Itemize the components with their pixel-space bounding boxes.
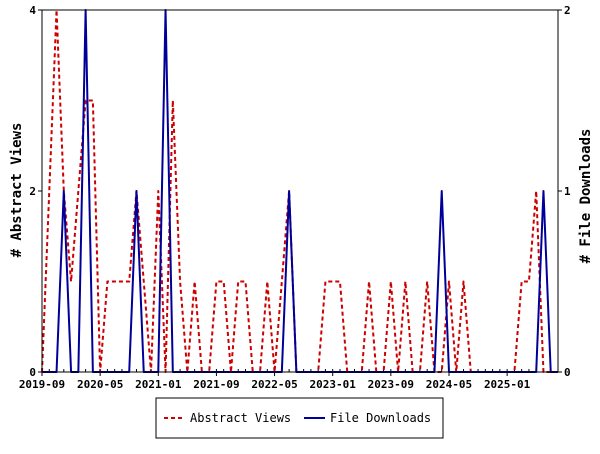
y-left-tick-label: 0 <box>29 366 36 379</box>
x-tick-label: 2025-01 <box>484 378 531 391</box>
y-right-tick-label: 1 <box>564 185 571 198</box>
legend-label-file-downloads: File Downloads <box>330 411 431 425</box>
x-tick-label: 2023-09 <box>368 378 414 391</box>
x-tick-label: 2021-09 <box>193 378 239 391</box>
y-left-tick-label: 2 <box>29 185 36 198</box>
x-tick-label: 2023-01 <box>310 378 357 391</box>
y-axis-title-left: # Abstract Views <box>9 123 25 258</box>
x-tick-label: 2019-09 <box>19 378 65 391</box>
y-right-tick-label: 0 <box>564 366 571 379</box>
legend-label-abstract-views: Abstract Views <box>190 411 291 425</box>
x-tick-label: 2021-01 <box>135 378 182 391</box>
y-right-tick-label: 2 <box>564 4 571 17</box>
legend: Abstract Views File Downloads <box>156 398 443 438</box>
x-tick-label: 2024-05 <box>426 378 472 391</box>
y-left-tick-label: 4 <box>29 4 36 17</box>
x-tick-label: 2020-05 <box>77 378 123 391</box>
y-axis-title-right: # File Downloads <box>578 129 594 264</box>
x-tick-label: 2022-05 <box>251 378 297 391</box>
